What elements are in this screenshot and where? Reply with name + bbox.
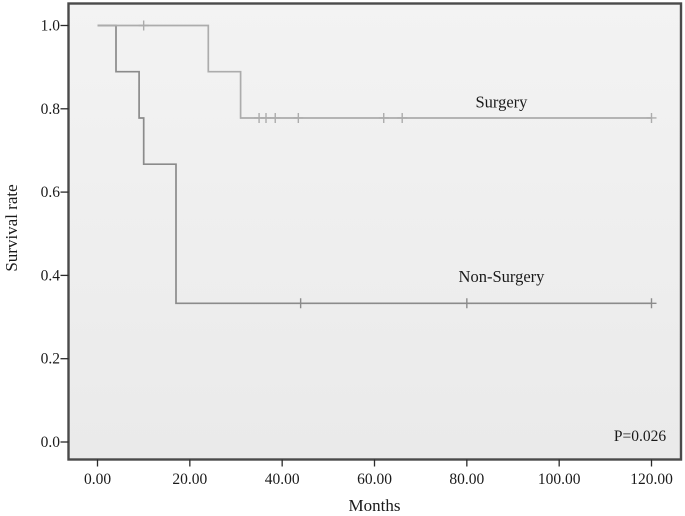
y-tick-label: 0.0 — [41, 434, 61, 451]
y-tick-label: 0.8 — [41, 101, 61, 118]
plot-area — [68, 3, 681, 460]
censor-mark-surgery — [261, 112, 272, 123]
y-tick-label: 0.2 — [41, 351, 60, 368]
x-tick-label: 0.00 — [84, 471, 111, 488]
annotation-p-value: P=0.026 — [614, 428, 666, 445]
censor-mark-surgery — [270, 112, 281, 123]
censor-mark-surgery — [378, 112, 389, 123]
x-tick-label: 100.00 — [538, 471, 581, 488]
censor-mark-non-surgery — [461, 298, 472, 309]
y-axis-title: Survival rate — [2, 184, 21, 271]
censor-mark-surgery — [397, 112, 408, 123]
y-tick-label: 1.0 — [41, 18, 61, 35]
series-label-surgery: Surgery — [475, 93, 528, 112]
y-tick-label: 0.4 — [41, 267, 61, 284]
series-path-surgery — [97, 24, 652, 119]
censor-mark-surgery — [646, 112, 657, 123]
x-axis-title: Months — [349, 496, 401, 515]
censor-mark-non-surgery — [646, 298, 657, 309]
x-tick-label: 120.00 — [630, 471, 673, 488]
x-tick-label: 40.00 — [265, 471, 300, 488]
censor-mark-surgery — [138, 20, 149, 31]
censor-mark-non-surgery — [295, 298, 306, 309]
x-tick-label: 80.00 — [449, 471, 484, 488]
series-label-non-surgery: Non-Surgery — [459, 267, 546, 286]
series-path-non-surgery — [97, 24, 652, 305]
censor-mark-surgery — [293, 112, 304, 123]
x-tick-label: 20.00 — [172, 471, 207, 488]
x-tick-label: 60.00 — [357, 471, 392, 488]
y-tick-label: 0.6 — [41, 184, 61, 201]
